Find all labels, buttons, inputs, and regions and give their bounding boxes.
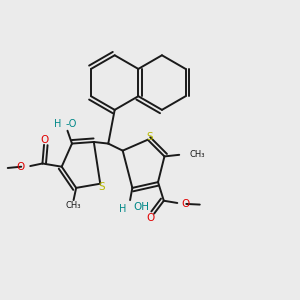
Text: CH₃: CH₃ bbox=[190, 150, 205, 159]
Text: OH: OH bbox=[133, 202, 149, 212]
Text: O: O bbox=[182, 199, 190, 209]
Text: O: O bbox=[147, 213, 155, 224]
Text: S: S bbox=[146, 132, 153, 142]
Text: O: O bbox=[17, 162, 25, 172]
Text: H: H bbox=[54, 119, 61, 129]
Text: S: S bbox=[98, 182, 105, 192]
Text: O: O bbox=[40, 135, 49, 145]
Text: CH₃: CH₃ bbox=[65, 201, 81, 210]
Text: -O: -O bbox=[66, 119, 77, 129]
Text: H: H bbox=[119, 204, 127, 214]
